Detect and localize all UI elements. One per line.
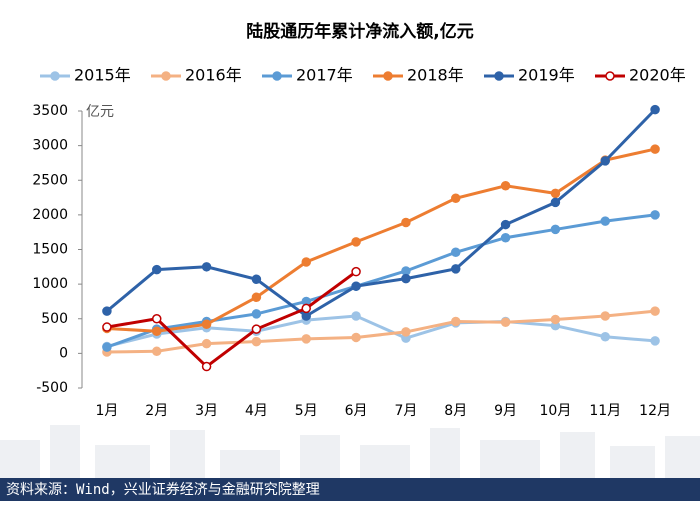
- data-point: [500, 317, 511, 327]
- data-point: [152, 346, 162, 357]
- x-tick-label: 7月: [394, 403, 417, 419]
- y-tick-label: 1000: [32, 276, 68, 292]
- x-tick-label: 5月: [295, 403, 318, 419]
- data-point: [550, 188, 561, 199]
- x-tick-label: 4月: [245, 403, 268, 419]
- data-point: [650, 104, 660, 115]
- data-point: [152, 264, 162, 275]
- x-tick-label: 10月: [540, 403, 572, 419]
- data-point: [251, 274, 262, 285]
- y-tick-label: 1500: [32, 242, 68, 258]
- data-point: [301, 303, 311, 314]
- y-tick-label: 2000: [32, 207, 68, 223]
- legend-marker: [50, 71, 60, 81]
- data-point: [451, 316, 461, 327]
- x-tick-label: 2月: [145, 403, 168, 419]
- series-line: [106, 213, 656, 349]
- data-point: [550, 224, 561, 235]
- data-point: [351, 281, 361, 291]
- data-point: [500, 181, 511, 191]
- legend-marker: [494, 71, 504, 81]
- legend-label: 2018年: [407, 66, 464, 85]
- legend-label: 2015年: [74, 66, 131, 85]
- series-line: [106, 270, 357, 369]
- data-point: [600, 332, 610, 342]
- data-point: [650, 144, 660, 154]
- data-point: [102, 306, 112, 316]
- legend-marker: [383, 71, 393, 81]
- x-tick-label: 8月: [444, 403, 467, 419]
- data-point: [201, 338, 212, 349]
- data-point: [600, 216, 610, 226]
- data-point: [102, 322, 112, 332]
- legend-label: 2016年: [185, 66, 242, 85]
- data-point: [251, 324, 262, 334]
- legend-label: 2019年: [518, 66, 575, 85]
- footer-bar: [0, 478, 700, 501]
- data-point: [451, 247, 461, 258]
- data-point: [600, 311, 610, 321]
- data-point: [251, 292, 262, 303]
- data-point: [401, 327, 411, 337]
- data-point: [201, 262, 212, 272]
- y-tick-label: 3500: [32, 103, 68, 119]
- y-tick-label: 2500: [32, 172, 68, 188]
- data-point: [301, 257, 311, 267]
- data-point: [401, 217, 411, 228]
- data-point: [550, 197, 561, 208]
- data-point: [451, 193, 461, 204]
- data-point: [351, 311, 361, 321]
- data-point: [251, 309, 262, 319]
- data-point: [301, 311, 311, 321]
- chart-title: 陆股通历年累计净流入额,亿元: [246, 21, 473, 42]
- data-point: [201, 361, 212, 372]
- legend-label: 2017年: [296, 66, 353, 85]
- data-point: [301, 334, 311, 344]
- data-point: [201, 319, 212, 330]
- data-point: [401, 266, 411, 276]
- series-line: [106, 147, 656, 333]
- skyline-background: [0, 425, 700, 480]
- data-point: [351, 266, 361, 277]
- legend-marker: [161, 71, 171, 81]
- series-line: [106, 309, 656, 354]
- x-tick-label: 1月: [95, 403, 118, 419]
- legend-marker: [272, 71, 282, 81]
- data-point: [102, 342, 112, 352]
- x-tick-label: 3月: [195, 403, 218, 419]
- legend-marker: [605, 71, 615, 81]
- y-tick-label: 500: [41, 311, 68, 327]
- data-point: [251, 336, 262, 347]
- data-point: [152, 326, 162, 336]
- data-point: [152, 314, 162, 324]
- source-note: 资料来源：Wind，兴业证券经济与金融研究院整理: [6, 482, 320, 498]
- data-point: [500, 219, 511, 230]
- data-point: [500, 232, 511, 243]
- x-tick-label: 6月: [345, 403, 368, 419]
- series-line: [105, 108, 657, 318]
- series-line: [106, 314, 656, 348]
- data-point: [650, 306, 660, 316]
- x-tick-label: 12月: [639, 403, 671, 419]
- legend-label: 2020年: [629, 66, 686, 85]
- data-point: [451, 264, 461, 274]
- x-tick-label: 11月: [589, 403, 621, 419]
- data-point: [401, 273, 411, 284]
- data-point: [650, 336, 660, 346]
- data-point: [351, 237, 361, 247]
- y-tick-label: 0: [59, 345, 68, 361]
- data-point: [351, 332, 361, 343]
- data-point: [600, 156, 610, 166]
- data-point: [650, 210, 660, 220]
- y-tick-label: -500: [36, 380, 68, 396]
- y-tick-label: 3000: [32, 138, 68, 154]
- x-tick-label: 9月: [494, 403, 517, 419]
- data-point: [550, 314, 561, 325]
- unit-label: 亿元: [86, 104, 114, 120]
